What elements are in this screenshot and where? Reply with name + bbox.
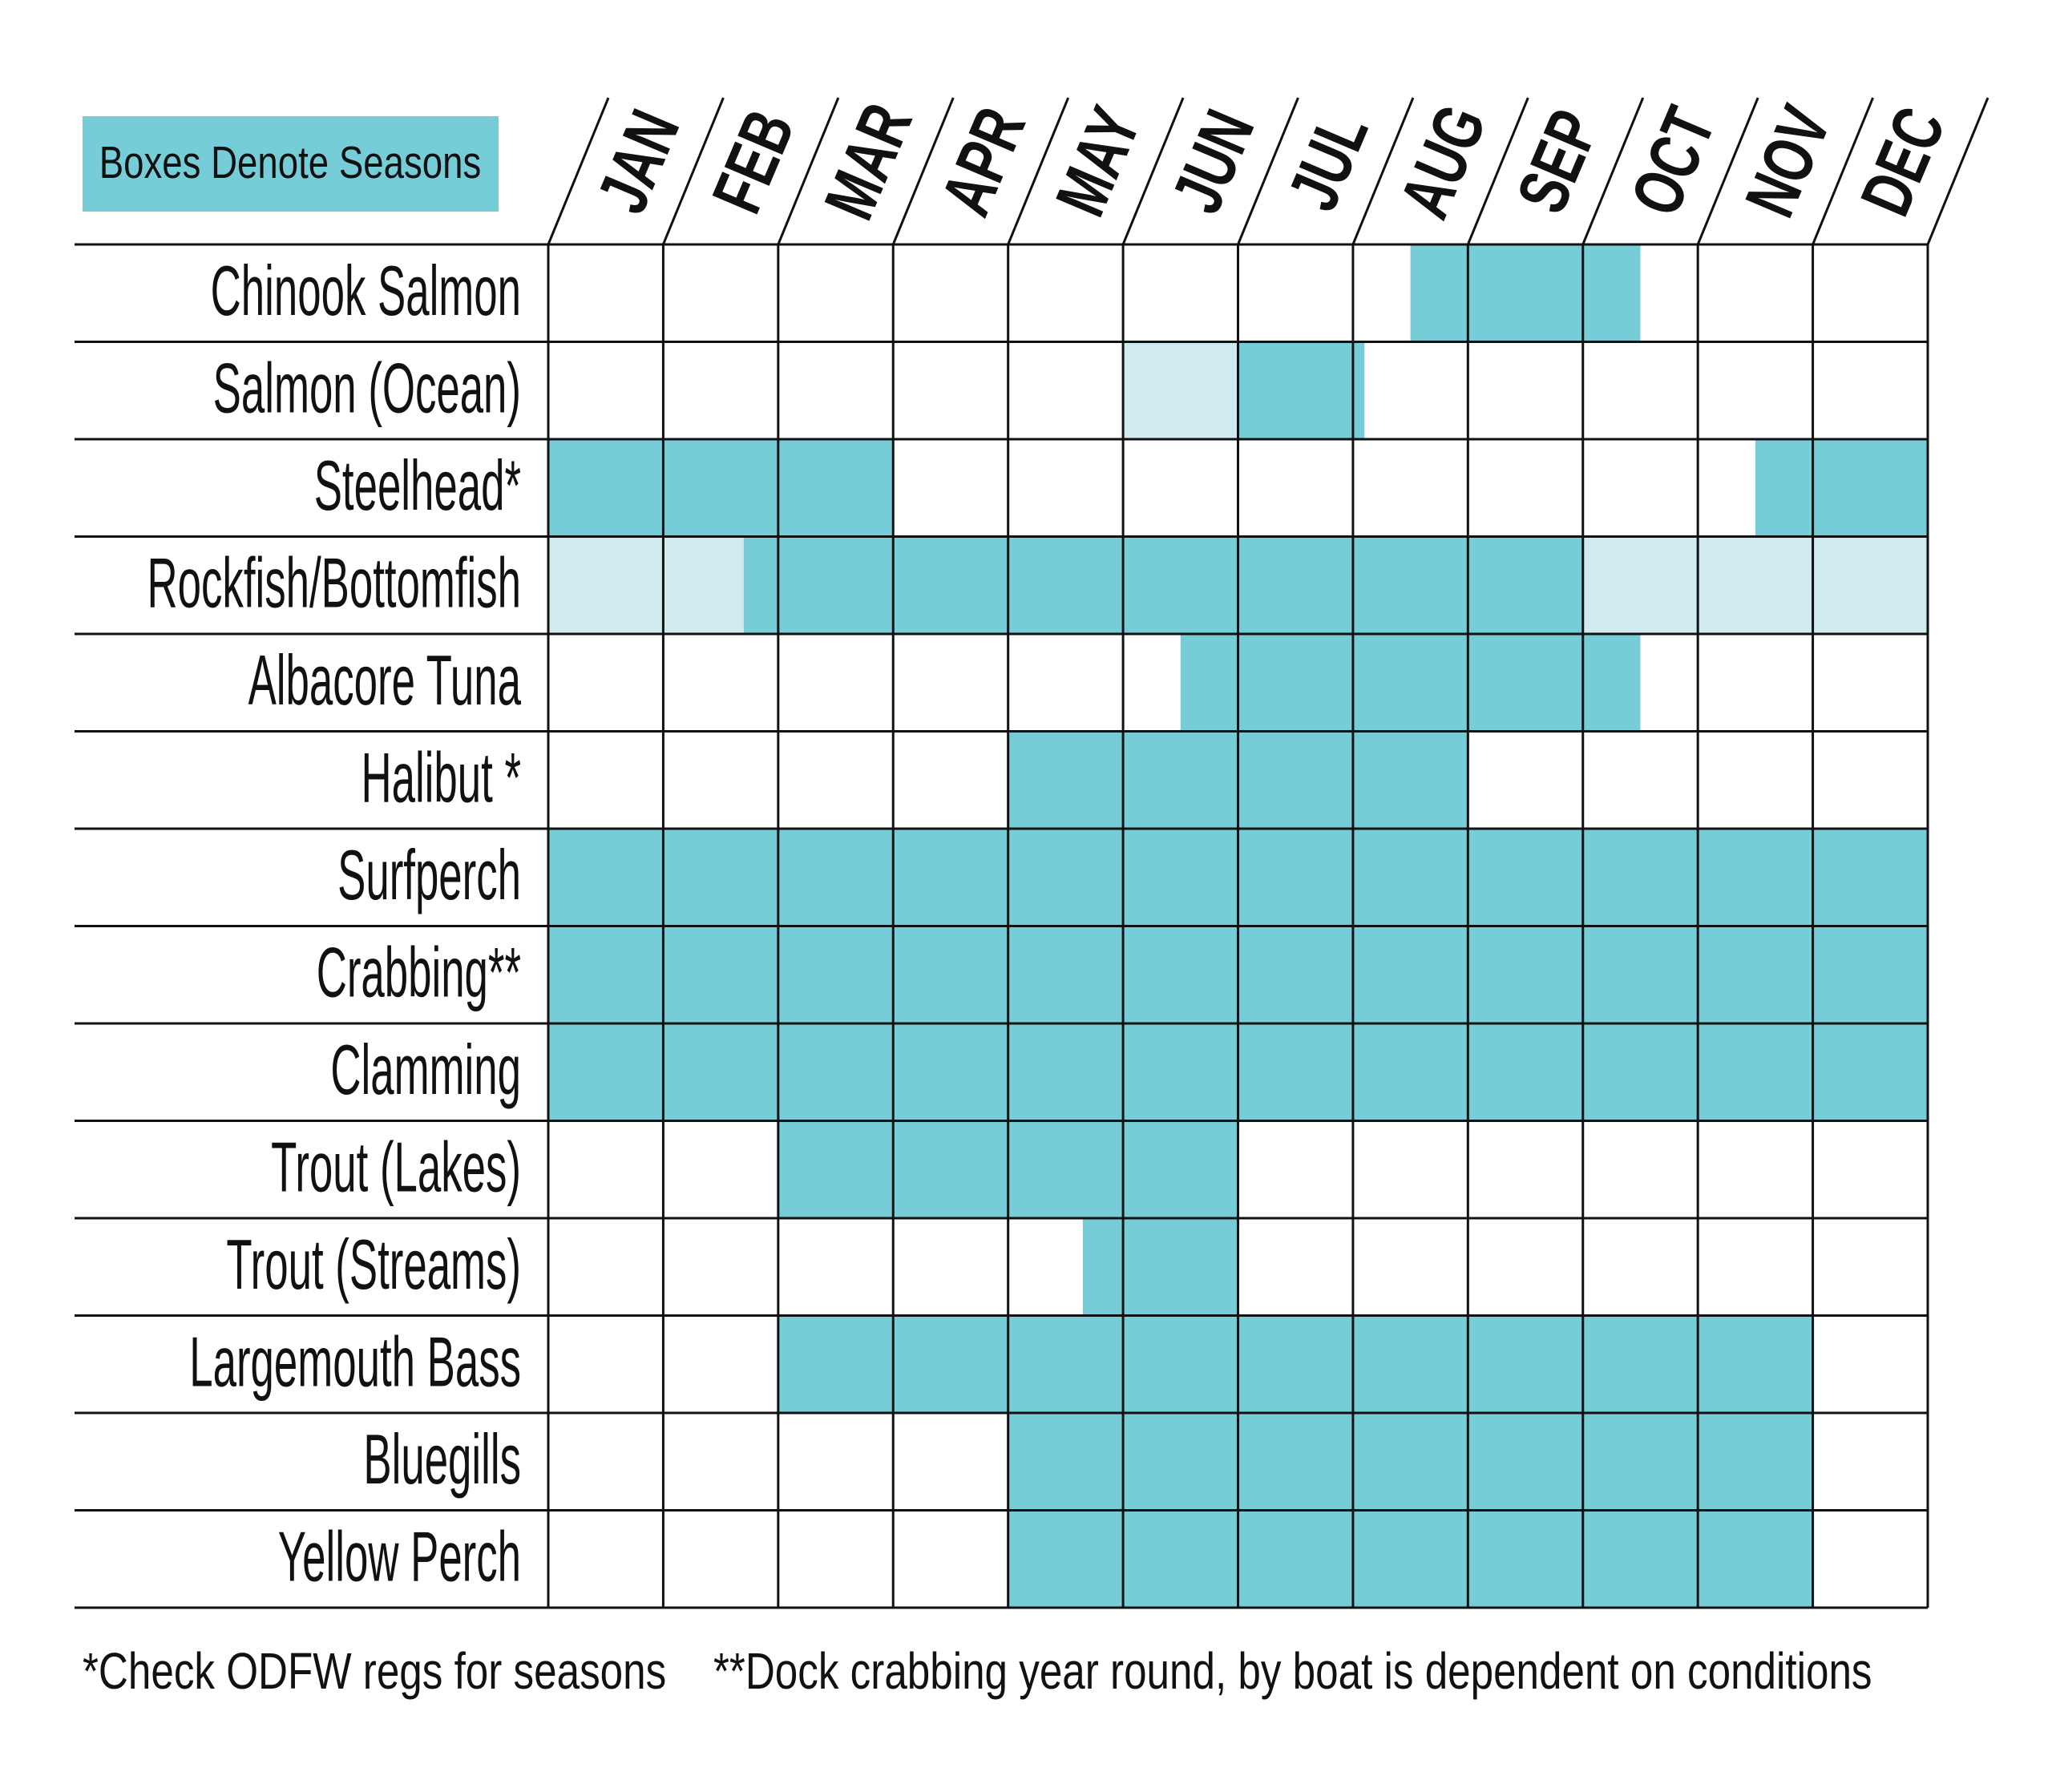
header-slant <box>1581 97 1645 245</box>
header-slant <box>547 97 610 245</box>
header-slant <box>662 97 725 245</box>
header-slant <box>1237 97 1299 245</box>
row-label: Trout (Streams) <box>226 1225 521 1304</box>
legend-box <box>83 116 499 212</box>
row-label: Albacore Tuna <box>248 641 522 720</box>
season-box <box>1582 536 1928 634</box>
header-slant <box>777 97 840 245</box>
season-box <box>1180 634 1641 732</box>
season-box <box>1410 244 1641 342</box>
season-box <box>1238 341 1365 439</box>
footnote: *Check ODFW regs for seasons <box>83 1644 666 1701</box>
row-label: Rockfish/Bottomfish <box>147 544 521 623</box>
footnote: **Dock crabbing year round, by boat is d… <box>713 1644 1872 1701</box>
header-slant <box>891 97 955 245</box>
season-box <box>548 439 894 537</box>
season-box <box>1008 1413 1813 1511</box>
season-box <box>1755 439 1928 537</box>
row-label: Trout (Lakes) <box>271 1128 521 1207</box>
header-slant <box>1007 97 1070 245</box>
season-box <box>778 1315 1813 1413</box>
season-box <box>743 536 1583 634</box>
season-box <box>1123 341 1238 439</box>
row-label: Steelhead* <box>314 446 521 525</box>
month-label: AUG <box>1386 95 1502 229</box>
row-label: Surfperch <box>337 836 521 914</box>
header-slant <box>1696 97 1759 245</box>
header-slant <box>1926 97 1989 245</box>
season-box <box>1008 1510 1813 1608</box>
row-label: Crabbing** <box>317 934 521 1012</box>
row-label: Yellow Perch <box>278 1518 521 1596</box>
season-box <box>548 536 744 634</box>
season-box <box>1082 1218 1238 1316</box>
month-label: MAR <box>810 93 927 230</box>
row-label: Halibut * <box>361 739 521 817</box>
legend-text: Boxes Denote Seasons <box>99 136 482 188</box>
row-label: Clamming <box>330 1031 521 1109</box>
header-slant <box>1812 97 1874 245</box>
header-slant <box>1351 97 1415 245</box>
row-label: Salmon (Ocean) <box>213 349 521 428</box>
month-label: JUL <box>1274 103 1383 221</box>
row-label: Chinook Salmon <box>211 252 521 330</box>
header-slant <box>1121 97 1185 245</box>
row-label: Bluegills <box>363 1420 521 1499</box>
header-slant <box>1466 97 1529 245</box>
row-label: Largemouth Bass <box>189 1323 521 1402</box>
